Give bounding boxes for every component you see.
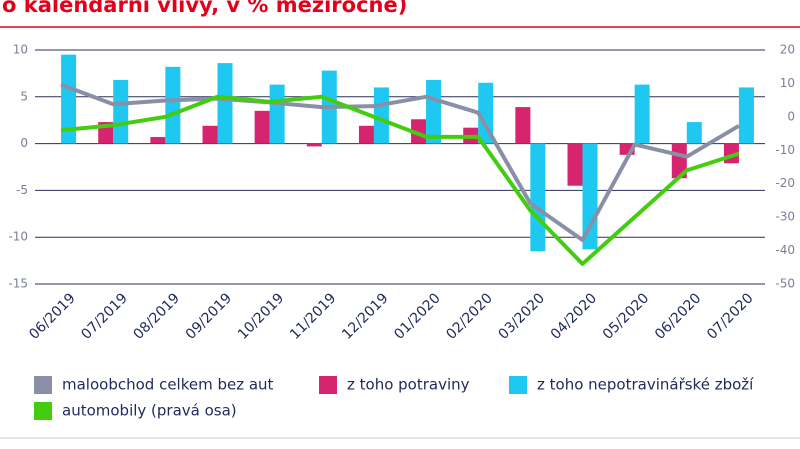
bar (426, 79, 442, 144)
y2-tick-label: 20 (780, 43, 795, 57)
bar (61, 54, 77, 144)
legend-label: z toho potraviny (347, 376, 470, 394)
x-tick-label: 11/2019 (287, 290, 339, 342)
y-tick-label: 0 (20, 136, 28, 150)
x-tick-label: 06/2019 (26, 290, 78, 342)
y2-tick-label: 10 (780, 76, 795, 90)
x-tick-label: 09/2019 (183, 290, 235, 342)
legend-swatch (509, 376, 527, 394)
bar (373, 87, 389, 144)
bar (634, 84, 650, 144)
bar (515, 107, 531, 144)
y-tick-label: -5 (16, 183, 28, 197)
y2-tick-label: -20 (775, 176, 795, 190)
x-tick-label: 08/2019 (131, 290, 183, 342)
bar (738, 87, 754, 144)
y2-tick-label: -30 (775, 210, 795, 224)
legend-swatch (34, 402, 52, 420)
x-tick-label: 12/2019 (339, 290, 391, 342)
x-tick-label: 03/2020 (496, 290, 548, 342)
y2-tick-label: -10 (775, 143, 795, 157)
x-tick-label: 02/2020 (443, 290, 495, 342)
bar (113, 79, 129, 144)
bar (358, 125, 374, 144)
y-tick-label: -15 (8, 277, 28, 291)
x-tick-label: 06/2020 (652, 290, 704, 342)
bar (165, 66, 181, 144)
bar (217, 63, 233, 144)
y2-tick-label: -40 (775, 243, 795, 257)
x-tick-label: 10/2019 (235, 290, 287, 342)
bar (254, 110, 270, 144)
bar (567, 143, 583, 186)
legend-swatch (34, 376, 52, 394)
y-tick-label: 10 (13, 43, 28, 57)
x-tick-label: 04/2020 (548, 290, 600, 342)
legend-swatch (319, 376, 337, 394)
chart-title: o kalendářní vlivy, v % meziročně) (2, 0, 407, 17)
bar (619, 143, 635, 155)
bar (202, 125, 218, 144)
line (60, 82, 740, 243)
legend-label: z toho nepotravinářské zboží (537, 376, 754, 394)
x-tick-label: 07/2020 (704, 290, 756, 342)
bar (306, 143, 322, 147)
legend-label: automobily (pravá osa) (62, 402, 237, 420)
x-tick-label: 05/2020 (600, 290, 652, 342)
x-tick-label: 01/2020 (391, 290, 443, 342)
x-tick-label: 07/2019 (78, 290, 130, 342)
y-tick-label: -10 (8, 230, 28, 244)
y-tick-label: 5 (20, 89, 28, 103)
line (60, 94, 740, 266)
bar (269, 84, 285, 144)
y2-tick-label: 0 (787, 109, 795, 123)
y2-tick-label: -50 (775, 277, 795, 291)
bar (530, 143, 546, 252)
legend-label: maloobchod celkem bez aut (62, 376, 274, 394)
bar (150, 137, 166, 144)
bar (686, 122, 702, 144)
